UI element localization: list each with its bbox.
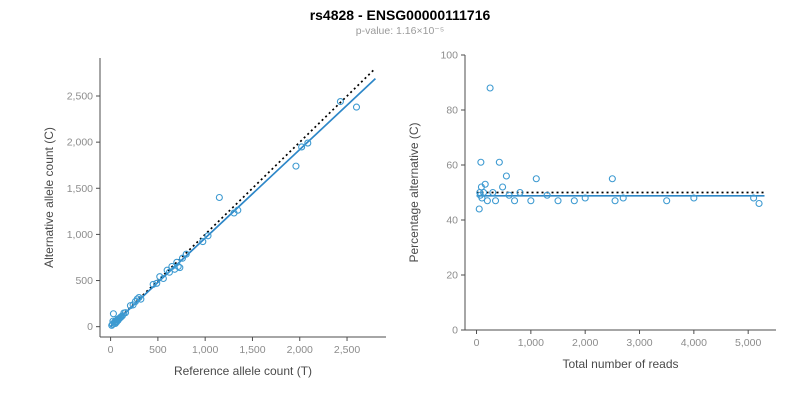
left-plot: 0 500 1,000 1,500 2,000 2,500 0 500 1,000 1,500 2,… [42,58,386,378]
data-point [182,250,190,258]
y-tick-label: 2,000 [67,137,93,149]
right-plot: 0 1,000 2,000 3,000 4,000 5,000 0 20 40 60 80 100 To… [407,50,776,371]
y-axis-label: Percentage alternative (C) [407,122,421,262]
data-point [611,197,619,205]
data-point [554,197,562,205]
data-point [499,183,507,191]
data-point [153,279,161,287]
chart-subtitle: p-value: 1.16×10⁻⁵ [355,25,445,37]
data-point [543,191,551,199]
chart-title: rs4828 - ENSG00000111716 [309,7,491,23]
identity-line [109,67,377,328]
y-tick-label: 100 [440,50,458,62]
x-tick-label: 1,500 [239,344,265,356]
data-point [495,158,503,166]
data-point [292,162,300,170]
data-point [135,293,143,302]
y-tick-label: 80 [446,105,458,117]
data-point [176,264,184,272]
x-tick-label: 2,500 [334,344,360,356]
x-axis-label: Reference allele count (T) [174,364,312,378]
y-tick-label: 500 [75,275,93,287]
data-point [159,274,167,283]
data-point [156,273,164,281]
x-tick-label: 5,000 [735,337,761,349]
data-point [532,175,540,183]
data-point [663,197,671,205]
y-tick-label: 2,500 [67,91,93,103]
data-point [149,280,157,288]
x-tick-label: 2,000 [572,337,598,349]
data-point [481,180,489,188]
y-tick-label: 0 [87,321,93,333]
data-point [165,268,173,276]
data-point [477,158,485,166]
data-point [475,205,483,213]
data-point [178,254,187,262]
y-tick-label: 20 [446,270,458,282]
data-point [505,191,513,199]
data-point [527,197,535,205]
data-point [173,258,181,266]
data-point [133,295,141,303]
data-point [516,188,524,197]
x-tick-label: 1,000 [192,344,218,356]
data-point [215,193,223,202]
data-point [489,188,497,197]
data-point [304,139,312,147]
data-point [116,313,125,321]
data-point [352,103,361,111]
data-point [491,197,500,205]
data-point [483,197,491,205]
x-tick-label: 0 [108,344,114,356]
y-tick-label: 40 [446,215,458,227]
data-point [690,194,698,202]
x-tick-label: 0 [474,337,480,349]
data-point [619,194,627,202]
data-point [511,197,519,205]
y-tick-label: 0 [452,325,458,337]
data-point [199,238,207,246]
x-tick-label: 4,000 [681,337,707,349]
y-axis-label: Alternative allele count (C) [42,127,56,268]
data-point [109,310,117,318]
data-point [121,309,130,317]
x-axis-label: Total number of reads [562,357,678,371]
data-point [234,206,242,214]
x-tick-label: 3,000 [626,337,652,349]
x-tick-label: 1,000 [518,337,544,349]
data-point [480,188,488,197]
data-point [298,143,306,151]
data-point [137,295,145,303]
y-tick-label: 1,000 [67,229,93,241]
data-point [174,262,182,271]
fit-line [110,78,376,328]
data-point [570,197,578,205]
data-point [608,175,616,183]
data-point [163,266,171,274]
y-tick-label: 60 [446,160,458,172]
y-tick-label: 1,500 [67,183,93,195]
x-tick-label: 500 [149,344,167,356]
x-tick-label: 2,000 [287,344,313,356]
data-point [204,232,212,240]
data-point [750,194,758,202]
data-point [581,194,589,202]
data-point [486,84,494,92]
data-point [336,97,344,106]
data-point [755,199,763,208]
data-point [502,172,510,180]
